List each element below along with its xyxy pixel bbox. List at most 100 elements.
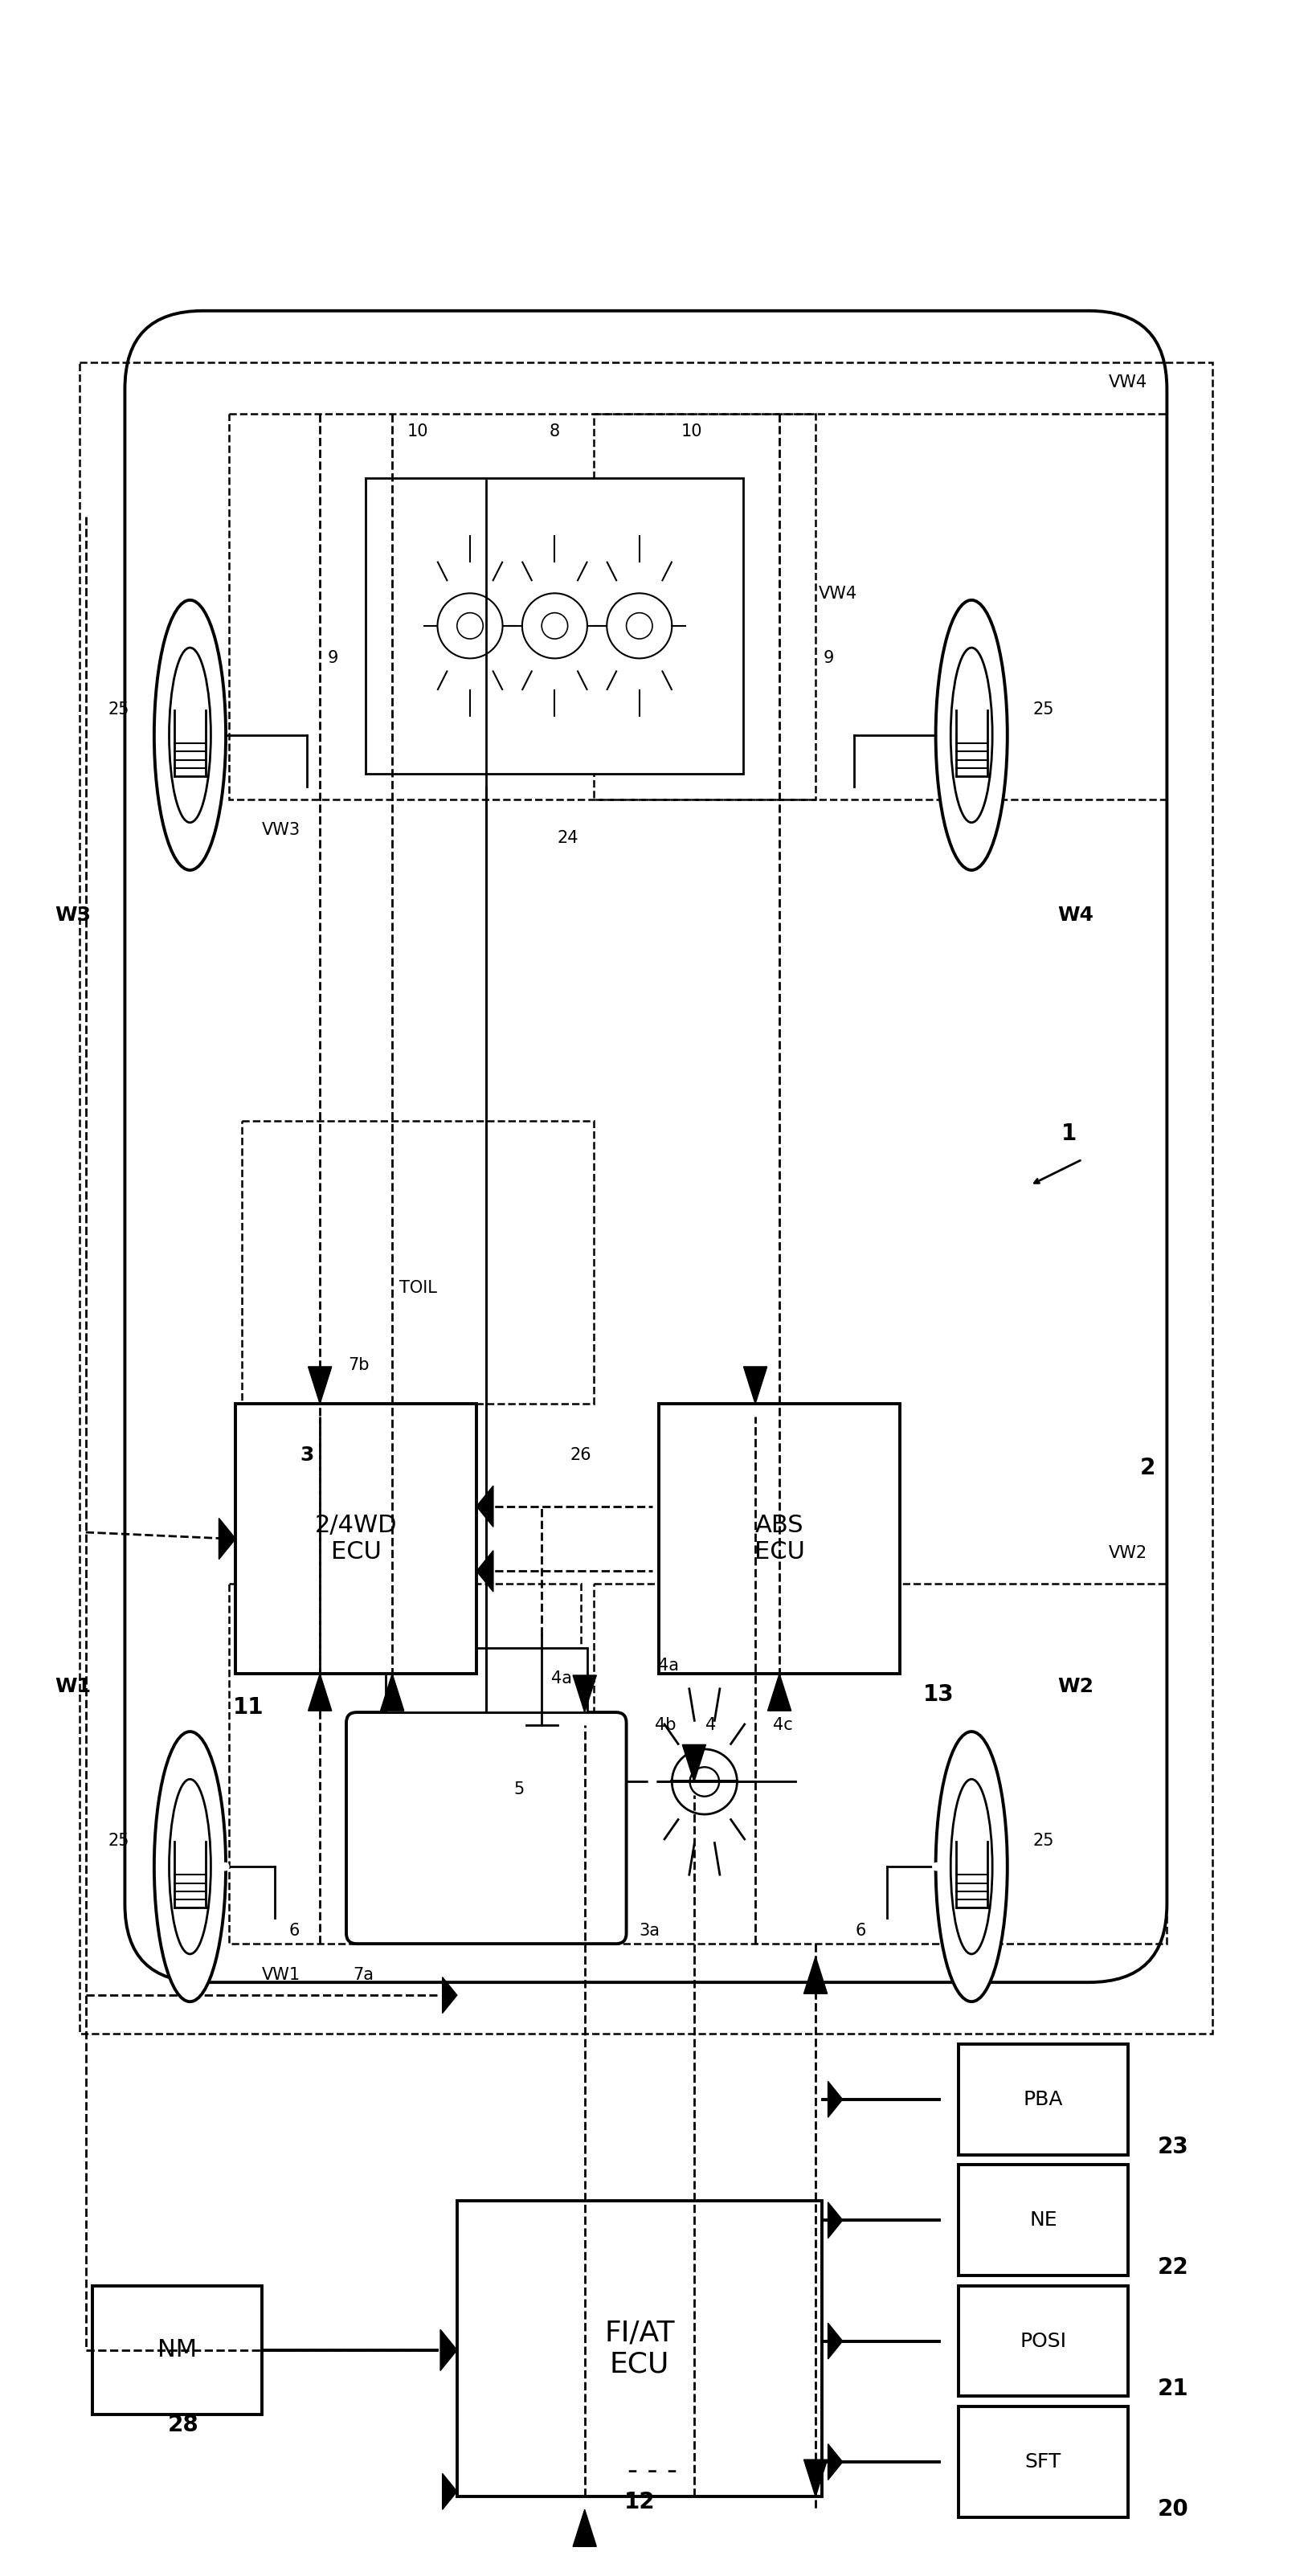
Text: 6: 6 bbox=[288, 1922, 300, 1940]
Polygon shape bbox=[572, 1674, 596, 1713]
Polygon shape bbox=[803, 1958, 827, 1994]
Text: 2/4WD
ECU: 2/4WD ECU bbox=[314, 1515, 396, 1564]
Text: 21: 21 bbox=[1157, 2378, 1188, 2401]
Text: 28: 28 bbox=[168, 2414, 200, 2437]
Text: VW1: VW1 bbox=[262, 1965, 300, 1984]
Text: 8: 8 bbox=[549, 422, 559, 440]
Bar bbox=[365, 479, 743, 773]
Polygon shape bbox=[308, 1674, 331, 1710]
FancyBboxPatch shape bbox=[125, 312, 1166, 1984]
Circle shape bbox=[649, 1777, 655, 1785]
Text: 4b: 4b bbox=[655, 1718, 675, 1734]
Bar bbox=[93, 2285, 262, 2414]
Polygon shape bbox=[308, 1368, 331, 1404]
Text: 5: 5 bbox=[514, 1783, 524, 1798]
Bar bbox=[243, 1121, 593, 1404]
Text: 9: 9 bbox=[823, 649, 833, 667]
Bar bbox=[958, 2043, 1127, 2154]
Text: 25: 25 bbox=[1031, 701, 1054, 719]
Ellipse shape bbox=[170, 647, 211, 822]
Text: 2: 2 bbox=[1138, 1458, 1154, 1479]
Polygon shape bbox=[828, 2081, 842, 2117]
Text: W2: W2 bbox=[1058, 1677, 1093, 1695]
Text: 20: 20 bbox=[1157, 2499, 1188, 2522]
Text: POSI: POSI bbox=[1020, 2331, 1065, 2352]
Text: PBA: PBA bbox=[1022, 2089, 1063, 2110]
Text: 25: 25 bbox=[108, 1834, 129, 1850]
Circle shape bbox=[932, 1862, 939, 1870]
Text: 1: 1 bbox=[1061, 1123, 1076, 1144]
Text: 26: 26 bbox=[570, 1448, 591, 1463]
Text: 11: 11 bbox=[233, 1695, 263, 1718]
Polygon shape bbox=[476, 1486, 493, 1528]
Text: SFT: SFT bbox=[1025, 2452, 1060, 2470]
Bar bbox=[958, 2164, 1127, 2275]
Text: 3a: 3a bbox=[639, 1922, 660, 1940]
Text: VW4: VW4 bbox=[818, 585, 857, 603]
Text: 25: 25 bbox=[108, 701, 129, 719]
Text: NM: NM bbox=[156, 2339, 197, 2362]
Text: W4: W4 bbox=[1058, 907, 1093, 925]
Bar bbox=[593, 1584, 1166, 1945]
Text: 4: 4 bbox=[705, 1718, 716, 1734]
Text: 9: 9 bbox=[327, 649, 339, 667]
Polygon shape bbox=[572, 2509, 596, 2548]
Polygon shape bbox=[743, 1368, 767, 1404]
Bar bbox=[236, 1404, 476, 1674]
Bar bbox=[230, 1584, 580, 1945]
Bar bbox=[958, 2285, 1127, 2396]
Ellipse shape bbox=[170, 1780, 211, 1955]
Text: 22: 22 bbox=[1157, 2257, 1188, 2280]
Text: 12: 12 bbox=[623, 2491, 655, 2514]
Bar bbox=[230, 415, 815, 799]
Text: - - -: - - - bbox=[627, 2458, 677, 2486]
Text: 4c: 4c bbox=[772, 1718, 792, 1734]
Text: ABS
ECU: ABS ECU bbox=[754, 1515, 805, 1564]
Text: 10: 10 bbox=[681, 422, 702, 440]
Text: VW4: VW4 bbox=[1108, 374, 1146, 392]
Polygon shape bbox=[381, 1674, 404, 1710]
Polygon shape bbox=[828, 2445, 842, 2481]
Text: TOIL: TOIL bbox=[399, 1280, 437, 1296]
Text: VW3: VW3 bbox=[262, 822, 300, 837]
Text: 10: 10 bbox=[407, 422, 428, 440]
Polygon shape bbox=[439, 2329, 456, 2370]
Text: 4a: 4a bbox=[657, 1659, 678, 1674]
Polygon shape bbox=[767, 1674, 790, 1710]
Bar bbox=[456, 2200, 822, 2496]
Bar bbox=[593, 415, 1166, 799]
Ellipse shape bbox=[951, 647, 992, 822]
Polygon shape bbox=[219, 1517, 236, 1558]
Text: FI/AT
ECU: FI/AT ECU bbox=[604, 2318, 674, 2378]
Ellipse shape bbox=[154, 600, 226, 871]
Polygon shape bbox=[442, 2473, 456, 2509]
Ellipse shape bbox=[935, 600, 1007, 871]
Polygon shape bbox=[442, 1978, 456, 2014]
Ellipse shape bbox=[154, 1731, 226, 2002]
Bar bbox=[385, 1649, 587, 1713]
Bar bbox=[659, 1404, 900, 1674]
Polygon shape bbox=[476, 1551, 493, 1592]
Circle shape bbox=[222, 1862, 228, 1870]
Text: 7a: 7a bbox=[352, 1965, 373, 1984]
Text: 3: 3 bbox=[300, 1445, 314, 1466]
Text: NE: NE bbox=[1029, 2210, 1056, 2231]
Text: W1: W1 bbox=[55, 1677, 91, 1695]
Polygon shape bbox=[828, 2202, 842, 2239]
Bar bbox=[80, 363, 1211, 2035]
Text: 13: 13 bbox=[923, 1682, 955, 1705]
Ellipse shape bbox=[951, 1780, 992, 1955]
Text: 4a: 4a bbox=[550, 1672, 571, 1687]
Polygon shape bbox=[828, 2324, 842, 2360]
Bar bbox=[958, 2406, 1127, 2517]
Text: W3: W3 bbox=[55, 907, 91, 925]
Polygon shape bbox=[803, 2460, 827, 2496]
Text: 7b: 7b bbox=[348, 1358, 369, 1373]
Polygon shape bbox=[682, 1744, 705, 1783]
Text: 24: 24 bbox=[557, 829, 578, 845]
Text: 6: 6 bbox=[855, 1922, 866, 1940]
Text: 25: 25 bbox=[1031, 1834, 1054, 1850]
FancyBboxPatch shape bbox=[346, 1713, 626, 1945]
Text: VW2: VW2 bbox=[1108, 1546, 1146, 1561]
Text: 23: 23 bbox=[1157, 2136, 1188, 2159]
